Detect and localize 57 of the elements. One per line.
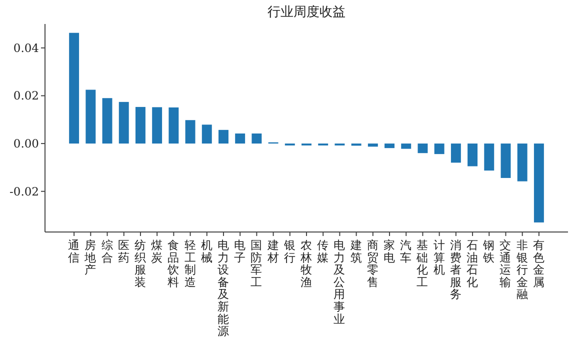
bar [534,144,544,222]
x-tick-label: 家电 [384,238,396,264]
bar [468,144,478,166]
bar [69,32,80,144]
bar [185,120,196,144]
y-tick-label: 0.04 [13,40,39,55]
bar [384,144,394,148]
chart-title: 行业周度收益 [268,4,346,20]
x-tick-label: 钢铁 [482,238,496,264]
bar [202,124,212,144]
x-tick-label: 轻工制造 [184,238,196,289]
bar [484,144,494,171]
x-tick-label: 非银行金融 [515,238,528,302]
x-tick-label: 基础化工 [416,238,429,289]
x-tick-label: 纺织服装 [134,238,146,289]
x-tick-label: 房地产 [84,238,97,277]
x-tick-label: 汽车 [400,238,412,264]
x-tick-label: 建筑 [349,238,362,264]
x-tick-label: 机械 [200,238,213,264]
x-tick-label: 商贸零售 [366,238,379,289]
bar [517,144,528,182]
bar [218,130,228,144]
x-tick-label: 电力设备及新能源 [217,238,230,338]
x-tick-label: 农林牧渔 [300,238,312,289]
x-tick-label: 建材 [266,238,280,264]
x-tick-label: 医药 [118,238,130,264]
bar [102,98,112,144]
y-tick-label: 0.00 [13,136,39,151]
bar [401,144,412,149]
bar [235,134,246,144]
x-tick-label: 综合 [101,238,114,264]
y-tick-label: -0.02 [10,184,39,198]
bar [418,144,428,154]
x-tick-label: 石油石化 [466,238,479,289]
bar [450,144,461,163]
x-tick-label: 国防军工 [250,238,263,289]
x-tick-label: 消费者服务 [450,238,462,302]
bar [86,90,96,144]
y-tick-label: 0.02 [13,88,39,103]
bar [500,144,511,178]
x-tick-label: 电力及公用事业 [334,238,346,326]
x-tick-label: 食品饮料 [166,238,180,289]
bar [168,107,179,144]
bar [118,102,129,144]
x-tick-label: 通信 [68,238,80,264]
x-tick-label: 煤炭 [151,238,164,264]
bar [434,144,444,154]
bar [135,106,146,144]
x-tick-label: 电子 [234,238,246,264]
x-tick-label: 交通运输 [500,238,512,289]
x-tick-label: 传媒 [317,238,330,264]
x-tick-label: 计算机 [433,238,446,277]
x-tick-label: 有色金属 [532,238,545,289]
bar [152,107,162,144]
bar [252,134,262,144]
x-tick-label: 银行 [282,238,296,264]
bar [368,144,378,147]
